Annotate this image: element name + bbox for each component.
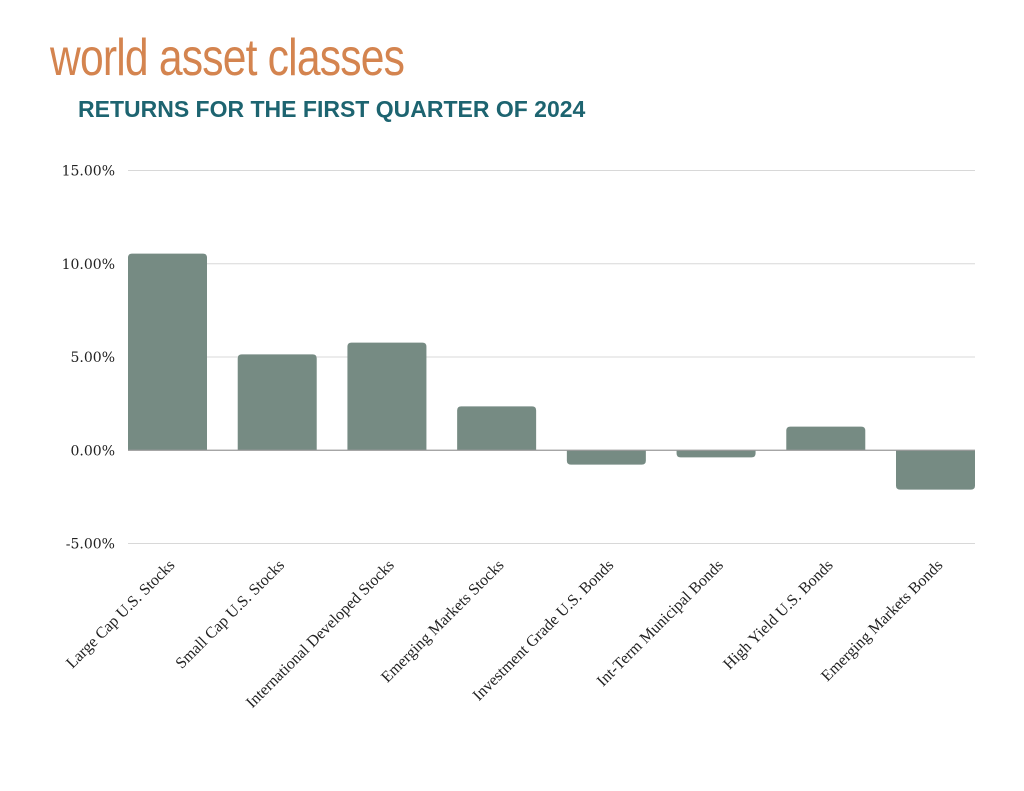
chart-title: world asset classes: [50, 29, 405, 87]
x-tick-label: Emerging Markets Bonds: [818, 557, 946, 685]
x-tick-label: Small Cap U.S. Stocks: [173, 557, 288, 672]
bar-6: [676, 450, 756, 458]
bar-3: [347, 342, 427, 451]
x-tick-label: Emerging Markets Stocks: [378, 557, 507, 686]
chart-subtitle: RETURNS FOR THE FIRST QUARTER OF 2024: [78, 96, 586, 122]
x-tick-label: Int-Term Municipal Bonds: [594, 557, 727, 690]
bar-8: [896, 450, 975, 490]
x-tick-label: High Yield U.S. Bonds: [720, 557, 836, 673]
bar-4: [457, 406, 537, 451]
y-tick-label: -5.00%: [66, 537, 115, 553]
bar-5: [566, 450, 646, 465]
y-tick-label: 15.00%: [62, 164, 115, 180]
x-tick-label: Large Cap U.S. Stocks: [63, 557, 178, 672]
y-tick-label: 10.00%: [62, 257, 115, 273]
y-tick-label: 0.00%: [71, 443, 115, 459]
bar-1: [128, 253, 207, 451]
y-tick-label: 5.00%: [71, 350, 115, 366]
bar-2: [237, 354, 317, 451]
bar-7: [786, 426, 866, 451]
